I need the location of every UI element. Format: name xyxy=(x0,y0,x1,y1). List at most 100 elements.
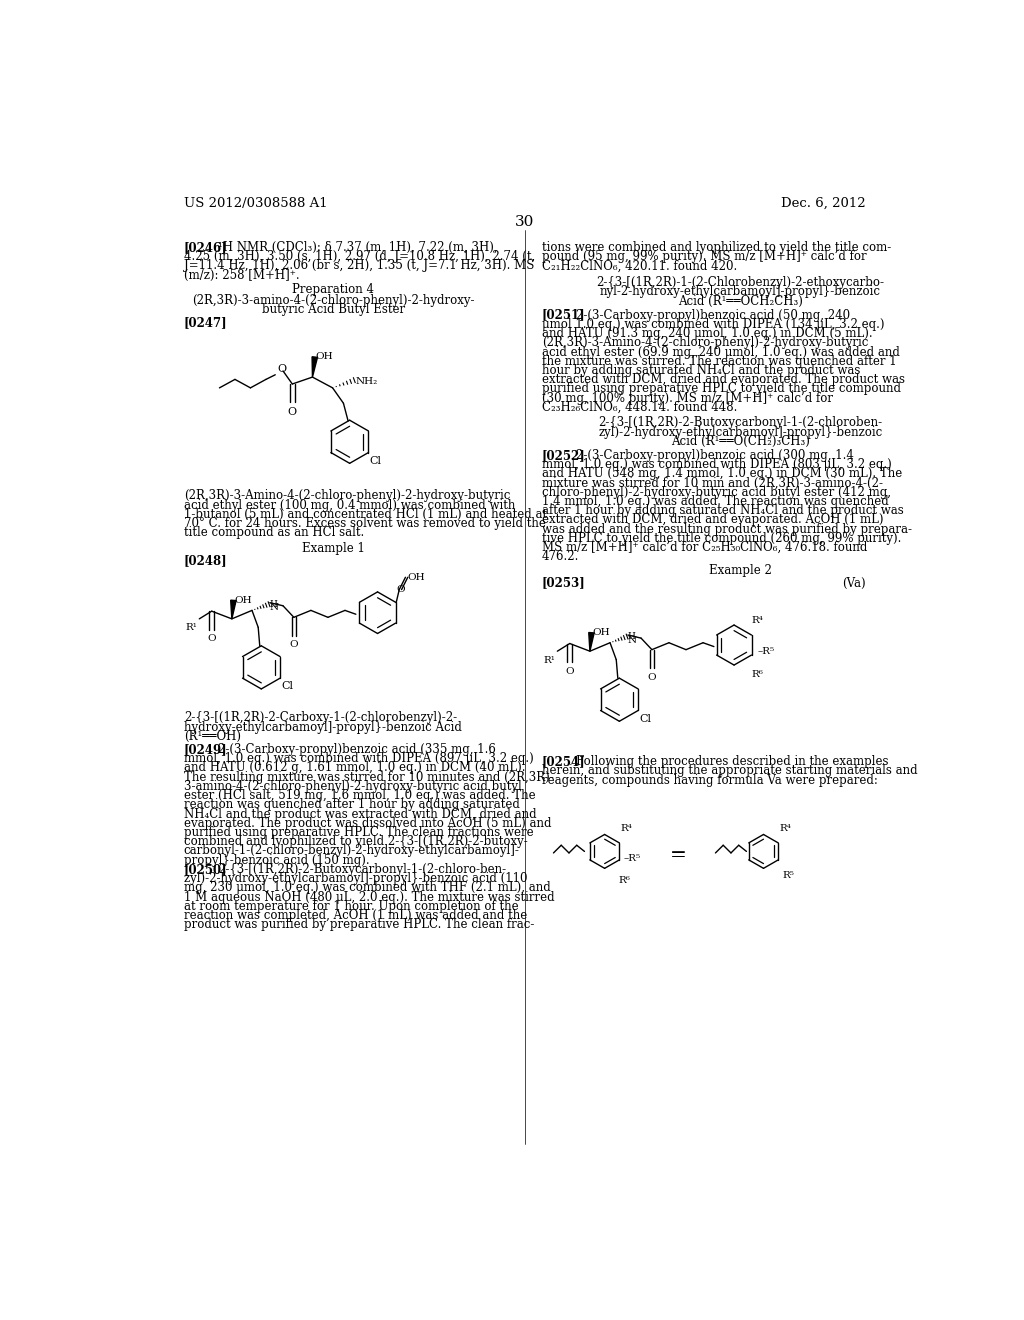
Text: tions were combined and lyophilized to yield the title com-: tions were combined and lyophilized to y… xyxy=(542,240,891,253)
Text: extracted with DCM, dried and evaporated. The product was: extracted with DCM, dried and evaporated… xyxy=(542,374,905,387)
Text: hydroxy-ethylcarbamoyl]-propyl}-benzoic Acid: hydroxy-ethylcarbamoyl]-propyl}-benzoic … xyxy=(183,721,462,734)
Text: product was purified by preparative HPLC. The clean frac-: product was purified by preparative HPLC… xyxy=(183,919,535,932)
Text: (30 mg, 100% purity). MS m/z [M+H]⁺ calc’d for: (30 mg, 100% purity). MS m/z [M+H]⁺ calc… xyxy=(542,392,833,405)
Text: Cl: Cl xyxy=(640,714,651,723)
Text: O: O xyxy=(288,407,297,417)
Text: was added and the resulting product was purified by prepara-: was added and the resulting product was … xyxy=(542,523,911,536)
Text: zyl)-2-hydroxy-ethylcarbamoyl]-propyl}-benzoic acid (110: zyl)-2-hydroxy-ethylcarbamoyl]-propyl}-b… xyxy=(183,873,527,886)
Text: H: H xyxy=(269,599,276,609)
Text: J=11.4 Hz, 1H), 2.06 (br s, 2H), 1.35 (t, J=7.1 Hz, 3H). MS: J=11.4 Hz, 1H), 2.06 (br s, 2H), 1.35 (t… xyxy=(183,259,535,272)
Text: 1.4 mmol, 1.0 eq.) was added. The reaction was quenched: 1.4 mmol, 1.0 eq.) was added. The reacti… xyxy=(542,495,889,508)
Text: R⁴: R⁴ xyxy=(621,824,632,833)
Text: herein, and substituting the appropriate starting materials and: herein, and substituting the appropriate… xyxy=(542,764,918,777)
Text: Following the procedures described in the examples: Following the procedures described in th… xyxy=(575,755,889,768)
Text: H: H xyxy=(627,632,635,642)
Text: carbonyl-1-(2-chloro-benzyl)-2-hydroxy-ethylcarbamoyl]-: carbonyl-1-(2-chloro-benzyl)-2-hydroxy-e… xyxy=(183,845,519,858)
Text: nyl-2-hydroxy-ethylcarbamoyl]-propyl}-benzoic: nyl-2-hydroxy-ethylcarbamoyl]-propyl}-be… xyxy=(600,285,881,298)
Text: C₂₃H₂₆ClNO₆, 448.14. found 448.: C₂₃H₂₆ClNO₆, 448.14. found 448. xyxy=(542,401,737,414)
Text: [0254]: [0254] xyxy=(542,755,586,768)
Text: 2-{3-[(1R,2R)-2-Carboxy-1-(2-chlorobenzyl)-2-: 2-{3-[(1R,2R)-2-Carboxy-1-(2-chlorobenzy… xyxy=(183,711,457,725)
Text: =: = xyxy=(670,846,687,865)
Text: ¹H NMR (CDCl₃): δ 7.37 (m, 1H), 7.22 (m, 3H),: ¹H NMR (CDCl₃): δ 7.37 (m, 1H), 7.22 (m,… xyxy=(218,240,498,253)
Text: 4.25 (m, 3H), 3.50 (s, 1H), 2.97 (d, J=10.8 Hz, 1H), 2.74 (t,: 4.25 (m, 3H), 3.50 (s, 1H), 2.97 (d, J=1… xyxy=(183,249,536,263)
Text: O: O xyxy=(208,635,216,643)
Text: –R⁵: –R⁵ xyxy=(758,647,774,656)
Text: chloro-phenyl)-2-hydroxy-butyric acid butyl ester (412 mg,: chloro-phenyl)-2-hydroxy-butyric acid bu… xyxy=(542,486,891,499)
Text: pound (95 mg, 99% purity). MS m/z [M+H]⁺ calc’d for: pound (95 mg, 99% purity). MS m/z [M+H]⁺… xyxy=(542,249,866,263)
Text: [0250]: [0250] xyxy=(183,863,227,876)
Text: Acid (R¹══OCH₂CH₃): Acid (R¹══OCH₂CH₃) xyxy=(678,294,803,308)
Text: 1 M aqueous NaOH (480 μL, 2.0 eq.). The mixture was stirred: 1 M aqueous NaOH (480 μL, 2.0 eq.). The … xyxy=(183,891,554,904)
Text: 2-{3-[(1R,2R)-1-(2-Chlorobenzyl)-2-ethoxycarbo-: 2-{3-[(1R,2R)-1-(2-Chlorobenzyl)-2-ethox… xyxy=(596,276,885,289)
Text: R⁶: R⁶ xyxy=(618,876,631,884)
Text: (m/z): 258 [M+H]⁺.: (m/z): 258 [M+H]⁺. xyxy=(183,268,299,281)
Text: mg, 230 μmol, 1.0 eq.) was combined with THF (2.1 mL), and: mg, 230 μmol, 1.0 eq.) was combined with… xyxy=(183,882,551,895)
Text: [0252]: [0252] xyxy=(542,449,586,462)
Text: R⁶: R⁶ xyxy=(751,669,763,678)
Text: purified using preparative HPLC to yield the title compound: purified using preparative HPLC to yield… xyxy=(542,383,901,396)
Polygon shape xyxy=(230,601,237,619)
Text: OH: OH xyxy=(234,595,252,605)
Text: and HATU (0.612 g, 1.61 mmol, 1.0 eq.) in DCM (40 mL).: and HATU (0.612 g, 1.61 mmol, 1.0 eq.) i… xyxy=(183,762,525,775)
Text: after 1 hour by adding saturated NH₄Cl and the product was: after 1 hour by adding saturated NH₄Cl a… xyxy=(542,504,903,517)
Text: 2-(3-Carboxy-propyl)benzoic acid (300 mg, 1.4: 2-(3-Carboxy-propyl)benzoic acid (300 mg… xyxy=(575,449,854,462)
Text: Preparation 4: Preparation 4 xyxy=(293,284,375,296)
Text: the mixture was stirred. The reaction was quenched after 1: the mixture was stirred. The reaction wa… xyxy=(542,355,896,368)
Text: and HATU (91.3 mg, 240 μmol, 1.0 eq.) in DCM (5 mL).: and HATU (91.3 mg, 240 μmol, 1.0 eq.) in… xyxy=(542,327,872,341)
Text: N: N xyxy=(628,636,637,644)
Text: R¹: R¹ xyxy=(186,623,198,632)
Text: reagents, compounds having formula Va were prepared:: reagents, compounds having formula Va we… xyxy=(542,774,878,787)
Text: reaction was quenched after 1 hour by adding saturated: reaction was quenched after 1 hour by ad… xyxy=(183,799,519,812)
Text: OH: OH xyxy=(407,573,425,582)
Text: hour by adding saturated NH₄Cl and the product was: hour by adding saturated NH₄Cl and the p… xyxy=(542,364,860,378)
Text: 30: 30 xyxy=(515,215,535,228)
Text: Dec. 6, 2012: Dec. 6, 2012 xyxy=(781,197,866,210)
Text: purified using preparative HPLC. The clean fractions were: purified using preparative HPLC. The cle… xyxy=(183,826,534,840)
Text: butyric Acid Butyl Ester: butyric Acid Butyl Ester xyxy=(262,304,404,317)
Text: evaporated. The product was dissolved into AcOH (5 mL) and: evaporated. The product was dissolved in… xyxy=(183,817,551,830)
Text: zyl)-2-hydroxy-ethylcarbamoyl]-propyl}-benzoic: zyl)-2-hydroxy-ethylcarbamoyl]-propyl}-b… xyxy=(598,425,883,438)
Text: 70° C. for 24 hours. Excess solvent was removed to yield the: 70° C. for 24 hours. Excess solvent was … xyxy=(183,517,546,531)
Polygon shape xyxy=(589,632,594,651)
Text: [0251]: [0251] xyxy=(542,309,586,322)
Text: reaction was completed, AcOH (1 mL) was added and the: reaction was completed, AcOH (1 mL) was … xyxy=(183,909,527,923)
Text: R⁴: R⁴ xyxy=(751,615,763,624)
Text: and HATU (548 mg, 1.4 mmol, 1.0 eq.) in DCM (30 mL). The: and HATU (548 mg, 1.4 mmol, 1.0 eq.) in … xyxy=(542,467,902,480)
Text: 2-{3-[(1R,2R)-2-Butoxycarbonyl-1-(2-chloroben-: 2-{3-[(1R,2R)-2-Butoxycarbonyl-1-(2-chlo… xyxy=(598,416,883,429)
Text: R⁵: R⁵ xyxy=(782,871,794,880)
Text: Example 2: Example 2 xyxy=(709,564,772,577)
Text: NH₂: NH₂ xyxy=(356,378,378,385)
Text: (2R,3R)-3-Amino-4-(2-chloro-phenyl)-2-hydroxy-butyric: (2R,3R)-3-Amino-4-(2-chloro-phenyl)-2-hy… xyxy=(183,490,510,503)
Text: [0248]: [0248] xyxy=(183,554,227,568)
Text: Cl: Cl xyxy=(369,455,381,466)
Text: O: O xyxy=(647,673,656,681)
Text: tive HPLC to yield the title compound (260 mg, 99% purity).: tive HPLC to yield the title compound (2… xyxy=(542,532,901,545)
Text: propyl}-benzoic acid (150 mg).: propyl}-benzoic acid (150 mg). xyxy=(183,854,370,867)
Text: O: O xyxy=(278,364,287,375)
Text: N: N xyxy=(270,603,279,612)
Text: Cl: Cl xyxy=(282,681,294,692)
Text: O: O xyxy=(396,585,404,594)
Text: MS m/z [M+H]⁺ calc’d for C₂₅H₃₀ClNO₆, 476.18. found: MS m/z [M+H]⁺ calc’d for C₂₅H₃₀ClNO₆, 47… xyxy=(542,541,867,554)
Text: mixture was stirred for 10 min and (2R,3R)-3-amino-4-(2-: mixture was stirred for 10 min and (2R,3… xyxy=(542,477,883,490)
Text: Example 1: Example 1 xyxy=(302,543,365,554)
Text: mmol, 1.0 eq.) was combined with DIPEA (803 μL, 3.2 eq.): mmol, 1.0 eq.) was combined with DIPEA (… xyxy=(542,458,892,471)
Text: 1-butanol (5 mL) and concentrated HCl (1 mL) and heated at: 1-butanol (5 mL) and concentrated HCl (1… xyxy=(183,508,547,521)
Text: extracted with DCM, dried and evaporated. AcOH (1 mL): extracted with DCM, dried and evaporated… xyxy=(542,513,884,527)
Text: US 2012/0308588 A1: US 2012/0308588 A1 xyxy=(183,197,328,210)
Text: OH: OH xyxy=(592,628,610,638)
Text: 476.2.: 476.2. xyxy=(542,550,580,564)
Text: (R¹══OH): (R¹══OH) xyxy=(183,730,241,743)
Text: The resulting mixture was stirred for 10 minutes and (2R,3R)-: The resulting mixture was stirred for 10… xyxy=(183,771,554,784)
Text: at room temperature for 1 hour. Upon completion of the: at room temperature for 1 hour. Upon com… xyxy=(183,900,518,913)
Text: O: O xyxy=(565,667,574,676)
Text: 2-(3-Carboxy-propyl)benzoic acid (50 mg, 240: 2-(3-Carboxy-propyl)benzoic acid (50 mg,… xyxy=(575,309,850,322)
Text: Acid (R¹══O(CH₂)₃CH₃): Acid (R¹══O(CH₂)₃CH₃) xyxy=(671,434,810,447)
Text: C₂₁H₂₂ClNO₆, 420.11. found 420.: C₂₁H₂₂ClNO₆, 420.11. found 420. xyxy=(542,259,737,272)
Text: R⁴: R⁴ xyxy=(779,824,791,833)
Text: OH: OH xyxy=(315,352,333,362)
Text: 3-amino-4-(2-chloro-phenyl)-2-hydroxy-butyric acid butyl: 3-amino-4-(2-chloro-phenyl)-2-hydroxy-bu… xyxy=(183,780,521,793)
Text: NH₄Cl and the product was extracted with DCM, dried and: NH₄Cl and the product was extracted with… xyxy=(183,808,537,821)
Text: 2-(3-Carboxy-propyl)benzoic acid (335 mg, 1.6: 2-(3-Carboxy-propyl)benzoic acid (335 mg… xyxy=(218,743,496,756)
Text: mmol, 1.0 eq.) was combined with DIPEA (897 μL, 3.2 eq.): mmol, 1.0 eq.) was combined with DIPEA (… xyxy=(183,752,534,766)
